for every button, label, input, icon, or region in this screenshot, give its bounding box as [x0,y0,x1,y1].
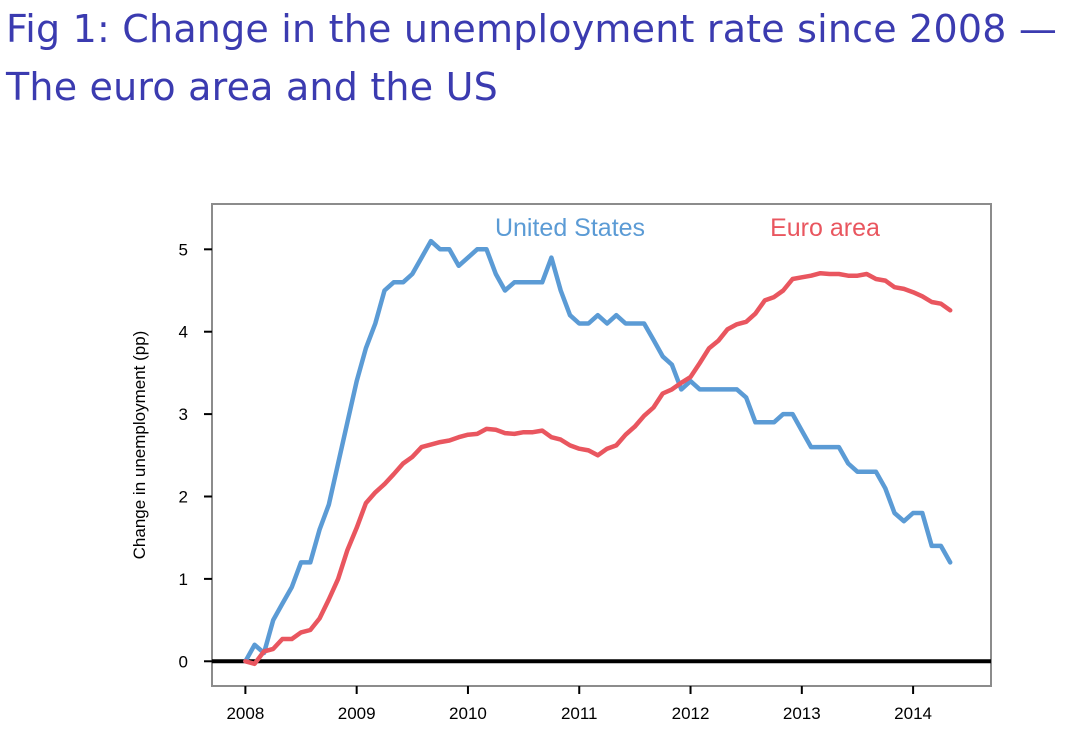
y-tick-label: 2 [179,487,188,506]
x-tick-label: 2012 [672,704,710,723]
series-line-united-states [243,238,953,664]
slide-title: Fig 1: Change in the unemployment rate s… [6,0,1076,116]
y-tick-label: 5 [179,240,188,259]
x-tick-label: 2010 [449,704,487,723]
legend-label-united-states: United States [495,214,645,242]
y-tick-label: 0 [179,652,188,671]
y-tick-label: 4 [179,323,188,342]
series-line-euro-area [243,270,953,667]
y-tick-label: 1 [179,570,188,589]
x-tick-label: 2009 [338,704,376,723]
x-tick-label: 2008 [226,704,264,723]
y-axis-label: Change in unemployment (pp) [130,331,149,560]
legend-label-euro-area: Euro area [770,214,880,242]
slide-title-line2: The euro area and the US [6,65,498,109]
x-tick-label: 2013 [783,704,821,723]
plot-frame [211,203,992,687]
slide-title-line1: Fig 1: Change in the unemployment rate s… [6,7,1058,51]
x-tick-label: 2014 [894,704,932,723]
x-tick-label: 2011 [561,704,598,723]
y-tick-label: 3 [179,405,188,424]
